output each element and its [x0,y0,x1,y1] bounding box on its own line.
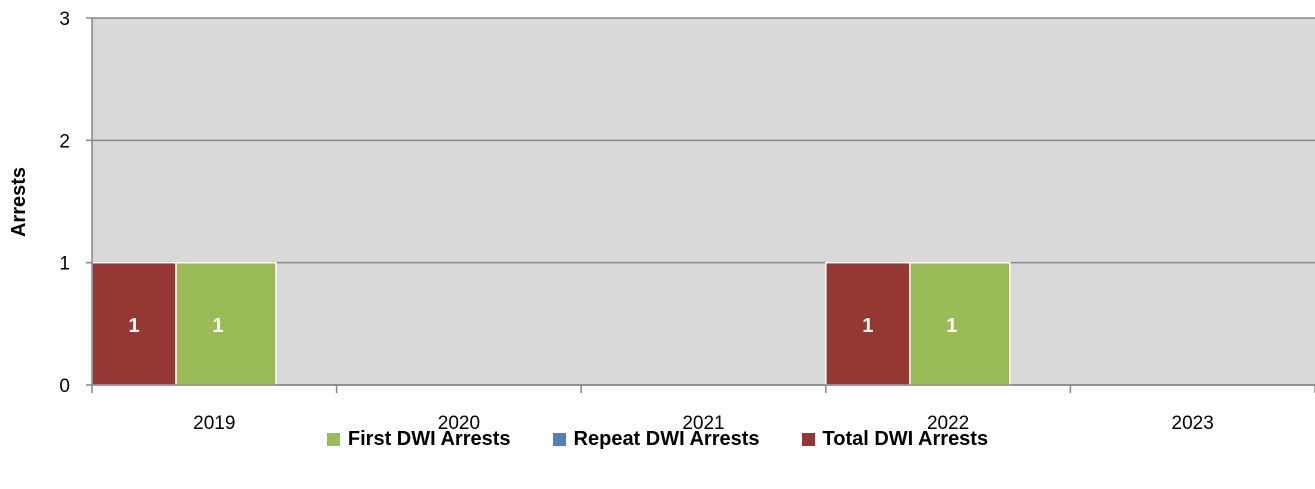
bar [175,261,277,386]
bar [909,261,1011,386]
bar-value-label: 1 [946,315,957,337]
legend-swatch-repeat [552,433,566,446]
bar-labels: 1 1 1 1 [128,315,957,337]
y-tick-label: 1 [59,254,70,275]
legend-swatch-total [801,433,815,446]
legend-label-total: Total DWI Arrests [822,428,989,450]
legend-item-first: First DWI Arrests [326,428,511,451]
x-tick-label: 2021 [682,413,724,434]
x-tick-label: 2022 [927,413,969,434]
x-tick-label: 2020 [438,413,480,434]
plot-area [92,18,1315,385]
x-tick-label: 2019 [193,413,235,434]
axes [86,17,1315,393]
legend-label-first: First DWI Arrests [347,428,511,450]
legend-item-total: Total DWI Arrests [801,428,989,451]
legend-item-repeat: Repeat DWI Arrests [552,428,760,451]
bar-value-label: 1 [128,315,139,337]
x-tick-labels: 2019 2020 2021 2022 2023 [193,413,1214,434]
legend-swatch-first [326,433,340,446]
y-tick-label: 0 [59,376,70,397]
y-tick-label: 3 [59,9,70,30]
bar-value-label: 1 [212,315,223,337]
legend: First DWI Arrests Repeat DWI Arrests Tot… [0,428,1315,451]
legend-label-repeat: Repeat DWI Arrests [573,428,760,450]
y-tick-label: 2 [59,131,70,152]
y-tick-labels: 0 1 2 3 [59,9,70,397]
bars [91,261,1011,386]
bar-value-label: 1 [862,315,873,337]
x-tick-label: 2023 [1172,413,1214,434]
y-axis-label: Arrests [8,167,30,237]
bar [825,261,911,386]
